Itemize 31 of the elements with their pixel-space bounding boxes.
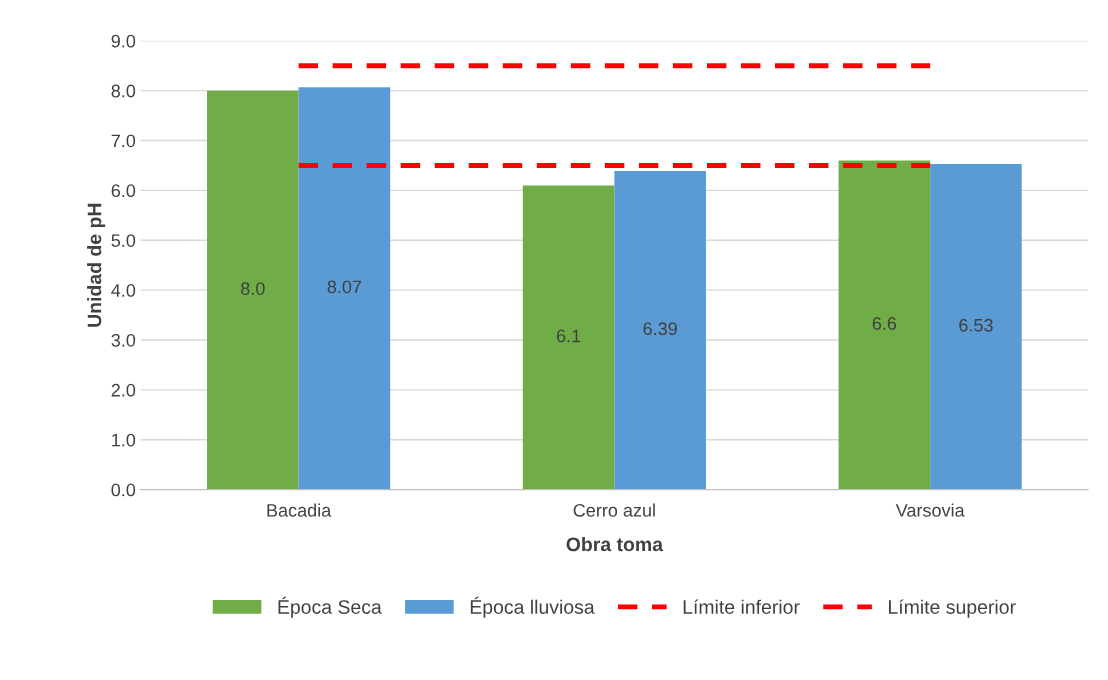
data-label: 8.07 bbox=[327, 280, 362, 294]
data-label: 6.6 bbox=[872, 317, 897, 330]
bar bbox=[298, 87, 391, 490]
legend-label: Límite superior bbox=[889, 599, 1016, 618]
y-tick-label: 6.0 bbox=[111, 184, 136, 198]
y-tick-label: 8.0 bbox=[111, 84, 136, 98]
y-tick-label: 1.0 bbox=[112, 433, 136, 447]
legend-label: Época Seca bbox=[278, 596, 382, 618]
bar bbox=[838, 160, 931, 490]
y-axis-title: Unidad de pH bbox=[87, 203, 106, 327]
data-label: 6.1 bbox=[556, 329, 581, 343]
y-tick-label: 2.0 bbox=[111, 383, 136, 397]
x-axis-title: Obra toma bbox=[566, 536, 664, 552]
y-tick-label: 0.0 bbox=[111, 483, 136, 497]
data-label: 6.53 bbox=[959, 318, 993, 332]
y-tick-label: 3.0 bbox=[111, 333, 136, 347]
y-tick-label: 5.0 bbox=[111, 234, 136, 247]
y-tick-label: 9.0 bbox=[111, 34, 136, 48]
bar bbox=[614, 170, 706, 490]
x-tick-label: Bacadia bbox=[267, 503, 332, 517]
y-tick-label: 7.0 bbox=[111, 134, 136, 148]
bar bbox=[930, 163, 1022, 490]
bar bbox=[207, 90, 299, 490]
legend-label: Límite inferior bbox=[683, 599, 800, 614]
legend-label: Época lluviosa bbox=[470, 596, 595, 618]
x-tick-label: Varsovia bbox=[895, 503, 965, 517]
data-label: 8.0 bbox=[241, 282, 265, 295]
data-label: 6.39 bbox=[643, 322, 677, 336]
y-tick-label: 4.0 bbox=[111, 284, 136, 297]
x-tick-label: Cerro azul bbox=[573, 503, 655, 517]
bar bbox=[522, 185, 615, 490]
